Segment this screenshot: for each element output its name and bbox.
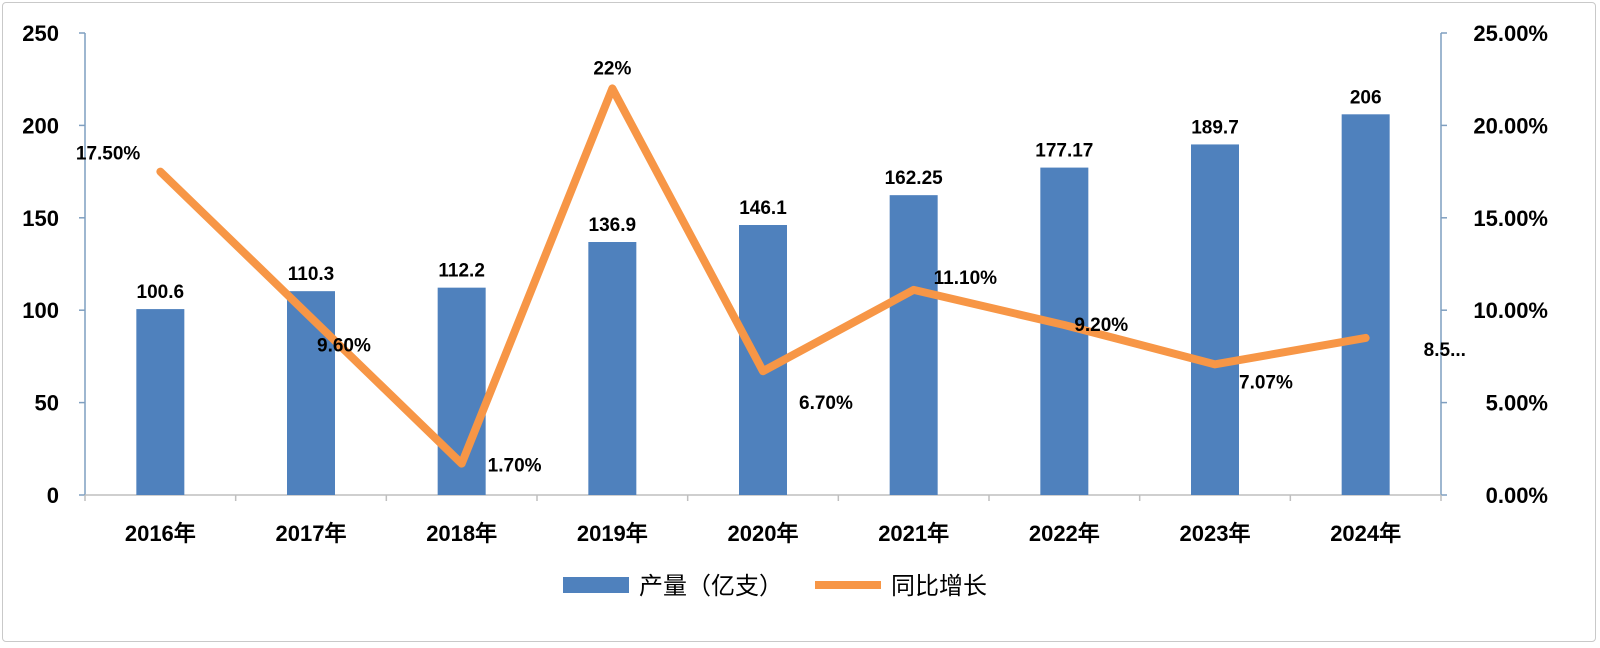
category-label: 2023年	[1180, 521, 1251, 546]
bar-data-label: 206	[1350, 87, 1382, 108]
bar-data-label: 100.6	[137, 282, 185, 303]
left-tick-label: 200	[22, 113, 59, 138]
line-series	[156, 84, 1370, 468]
left-tick-label: 0	[47, 483, 59, 508]
bar	[1191, 144, 1239, 496]
line-point	[1214, 363, 1216, 366]
category-label: 2021年	[878, 521, 949, 546]
line-data-label: 9.20%	[1074, 315, 1128, 336]
right-tick-label: 25.00%	[1473, 21, 1548, 46]
legend: 产量（亿支） 同比增长	[563, 573, 987, 600]
line-point	[1364, 336, 1367, 339]
right-tick-label: 10.00%	[1473, 298, 1548, 323]
category-label: 2019年	[577, 521, 648, 546]
line-point	[762, 370, 764, 373]
line-point	[310, 316, 312, 319]
right-axis-ticks: 0.00% 5.00% 10.00% 15.00% 20.00% 25.00%	[1441, 21, 1548, 508]
line-data-label: 17.50%	[76, 144, 141, 165]
right-tick-label: 20.00%	[1473, 113, 1548, 138]
legend-label-bar: 产量（亿支）	[639, 573, 783, 600]
line-data-label: 22%	[593, 58, 631, 79]
bar	[588, 242, 637, 495]
bar-series	[136, 114, 1390, 496]
line-point	[460, 462, 463, 465]
category-label: 2024年	[1330, 521, 1401, 546]
bar-data-label: 177.17	[1035, 141, 1093, 162]
category-label: 2018年	[426, 521, 497, 546]
category-label: 2022年	[1029, 521, 1100, 546]
category-label: 2020年	[728, 521, 799, 546]
bar	[287, 291, 335, 495]
legend-label-line: 同比增长	[891, 573, 987, 600]
line-data-label: 11.10%	[934, 268, 997, 289]
category-labels: 2016年 2017年 2018年 2019年 2020年 2021年 2022年 2023年…	[84, 495, 1442, 546]
left-axis-ticks: 0 50 100 150 200 250	[22, 21, 85, 508]
left-tick-label: 50	[35, 391, 59, 416]
right-tick-label: 5.00%	[1486, 391, 1548, 416]
category-label: 2016年	[125, 521, 196, 546]
right-tick-label: 15.00%	[1473, 206, 1548, 231]
line-point	[611, 87, 614, 90]
bar-data-label: 146.1	[739, 198, 787, 219]
line-point	[912, 288, 915, 291]
bar-data-label: 136.9	[589, 215, 637, 236]
line-data-label: 9.60%	[317, 336, 371, 357]
right-tick-label: 0.00%	[1486, 483, 1548, 508]
line-data-label: 7.07%	[1239, 372, 1293, 393]
bar-data-label: 112.2	[438, 261, 485, 282]
category-label: 2017年	[276, 521, 347, 546]
bar	[889, 195, 938, 496]
line-data-labels: 17.50% 9.60% 1.70% 22% 6.70% 11.10% 9.20% 7.07%…	[76, 58, 1466, 476]
left-tick-label: 150	[22, 206, 59, 231]
left-tick-label: 250	[22, 21, 59, 46]
line-data-label: 8.5...	[1424, 340, 1466, 361]
line-data-label: 1.70%	[488, 456, 542, 477]
legend-bar-swatch	[563, 577, 629, 593]
bar	[1341, 114, 1390, 495]
bar	[136, 309, 185, 495]
bar-data-labels: 100.6 110.3 112.2 136.9 146.1 162.25 177.17 189…	[137, 87, 1382, 303]
bar-data-label: 162.25	[885, 168, 944, 189]
line-data-label: 6.70%	[799, 393, 853, 414]
line-point	[159, 170, 162, 173]
bar-data-label: 189.7	[1191, 117, 1239, 138]
bar-data-label: 110.3	[288, 264, 335, 285]
line-point	[1063, 323, 1066, 326]
combo-chart: 0 50 100 150 200 250 0.00% 5.00% 10.00% 15.00% 20…	[22, 21, 1548, 600]
left-tick-label: 100	[22, 298, 59, 323]
